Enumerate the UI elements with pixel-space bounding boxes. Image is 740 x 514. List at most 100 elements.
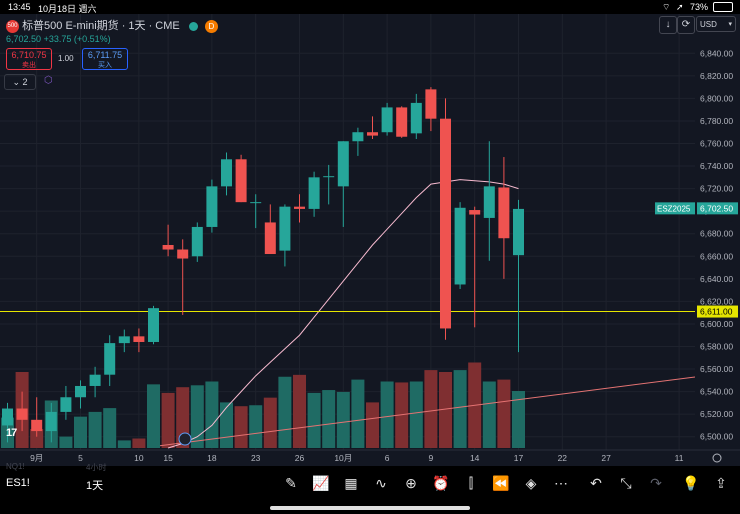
- delayed-badge[interactable]: D: [204, 19, 218, 33]
- time-tick-label: 10: [134, 453, 144, 463]
- volume-bar: [453, 370, 467, 448]
- volume-bar: [249, 405, 263, 448]
- price-tick-label: 6,560.00: [700, 364, 733, 374]
- candle-body: [133, 336, 145, 342]
- volume-bar: [439, 372, 452, 448]
- volume-bar: [395, 382, 409, 448]
- alert-icon[interactable]: ⏰: [432, 475, 450, 491]
- battery-icon: [713, 2, 733, 12]
- undo-icon[interactable]: ↶: [590, 475, 602, 491]
- candle-body: [118, 336, 130, 344]
- time-axis: [0, 450, 740, 466]
- collapse-icon[interactable]: ⤡: [620, 475, 632, 491]
- refresh-button[interactable]: ⟳: [677, 16, 695, 34]
- candles-icon[interactable]: ⫿: [468, 475, 474, 491]
- price-line: 6,702.50 +33.75 (+0.51%): [6, 34, 111, 44]
- price-tick-label: 6,780.00: [700, 116, 733, 126]
- buy-button[interactable]: 6,711.75 买入: [82, 48, 128, 70]
- volume-bar: [147, 384, 160, 448]
- candle-body: [294, 206, 305, 209]
- candle-body: [221, 159, 232, 187]
- time-tick-label: 27: [601, 453, 611, 463]
- volume-bar: [30, 429, 44, 448]
- price-tick-label: 6,820.00: [700, 71, 733, 81]
- add-icon[interactable]: ⊕: [405, 475, 417, 491]
- wifi-icon: ⌔: [662, 2, 671, 12]
- price-tick-label: 6,580.00: [700, 342, 733, 352]
- battery-percent: 73%: [690, 2, 709, 12]
- candle-body: [381, 107, 393, 133]
- candle-body: [323, 176, 335, 178]
- volume-bar: [103, 408, 117, 448]
- chevron-down-icon: ⌄: [12, 77, 20, 87]
- volume-bar: [424, 370, 438, 448]
- candle-body: [367, 132, 378, 136]
- candle-body: [279, 206, 291, 251]
- volume-bar: [117, 440, 131, 448]
- chart-type-icon[interactable]: 📈: [312, 475, 330, 491]
- volume-bar: [132, 438, 146, 448]
- indicators-toggle[interactable]: ⌄ 2: [4, 74, 36, 90]
- interval-button[interactable]: 1天: [86, 480, 104, 492]
- time-tick-label: 9: [429, 453, 434, 463]
- candle-body: [206, 186, 218, 227]
- sort-down-button[interactable]: ↓: [659, 16, 677, 34]
- redo-icon[interactable]: ↷: [650, 475, 662, 491]
- time-tick-label: 18: [207, 453, 217, 463]
- time-tick-label: 9月: [30, 453, 43, 463]
- symbol-tag-label: ESZ2025: [657, 204, 691, 213]
- candle-body: [31, 419, 43, 432]
- candle-body: [483, 186, 495, 218]
- time-tick-label: 6: [385, 453, 390, 463]
- more-icon[interactable]: ⋯: [554, 475, 568, 491]
- currency-value: USD: [700, 20, 717, 29]
- candle-body: [454, 207, 466, 285]
- volume-bar: [307, 392, 321, 448]
- last-price-label: 6,702.50: [700, 203, 733, 213]
- time-tick-label: 15: [163, 453, 173, 463]
- share-icon[interactable]: ⇪: [715, 475, 727, 491]
- indicator-icon[interactable]: ⬡: [44, 75, 53, 86]
- time-tick-label: 5: [78, 453, 83, 463]
- price-tick-label: 6,600.00: [700, 319, 733, 329]
- status-time: 13:45: [8, 2, 31, 12]
- ghost-symbol: NQ1!: [6, 462, 25, 471]
- location-icon: ➚: [676, 2, 684, 12]
- candle-body: [89, 374, 101, 386]
- event-marker-icon: [178, 432, 192, 446]
- settings-icon: [712, 453, 722, 463]
- last-price: 6,702.50: [6, 34, 42, 44]
- layers-icon[interactable]: ◈: [525, 475, 537, 491]
- volume-bar: [59, 436, 73, 448]
- price-tick-label: 6,760.00: [700, 139, 733, 149]
- time-tick-label: 10月: [334, 453, 352, 463]
- price-tick-label: 6,620.00: [700, 296, 733, 306]
- price-tick-label: 6,800.00: [700, 93, 733, 103]
- price-chart[interactable]: 6,500.00 6,520.00 6,540.00 6,560.00 6,580.00…: [0, 14, 740, 466]
- volume-bar: [351, 379, 365, 448]
- sp500-icon: 500: [6, 19, 19, 33]
- sma-short-line: [167, 179, 519, 449]
- symbol-button[interactable]: ES1!: [6, 477, 30, 489]
- price-tick-label: 6,640.00: [700, 274, 733, 284]
- time-tick-label: 17: [514, 453, 524, 463]
- candle-body: [16, 408, 28, 420]
- grid-icon[interactable]: ▦: [344, 475, 358, 491]
- ideas-icon[interactable]: 💡: [682, 475, 700, 491]
- market-open-icon: [188, 21, 198, 31]
- candle-body: [469, 210, 481, 215]
- volume-bar: [366, 402, 379, 448]
- chart-area[interactable]: 6,500.00 6,520.00 6,540.00 6,560.00 6,580.00…: [0, 14, 740, 466]
- replay-icon[interactable]: ⏪: [492, 475, 510, 491]
- price-tick-label: 6,540.00: [700, 387, 733, 397]
- sell-button[interactable]: 6,710.75 卖出: [6, 48, 52, 70]
- symbol-header[interactable]: 500 标普500 E-mini期货 · 1天 · CME D: [6, 17, 218, 33]
- pen-icon[interactable]: ✎: [285, 475, 297, 491]
- candle-body: [60, 397, 72, 412]
- currency-select[interactable]: USD ▾: [696, 16, 736, 32]
- volume-bar: [220, 402, 233, 448]
- indicators-icon[interactable]: ∿: [375, 475, 387, 491]
- price-tick-label: 6,840.00: [700, 48, 733, 58]
- bottom-toolbar: NQ1! 4小时 ES1! 1天 ✎ 📈 ▦ ∿ ⊕ ⏰ ⫿ ⏪ ◈ ⋯ ↶ ⤡ ↷ 💡 ⇪: [0, 462, 740, 514]
- symbol-title[interactable]: 标普500 E-mini期货 · 1天 · CME: [22, 20, 180, 32]
